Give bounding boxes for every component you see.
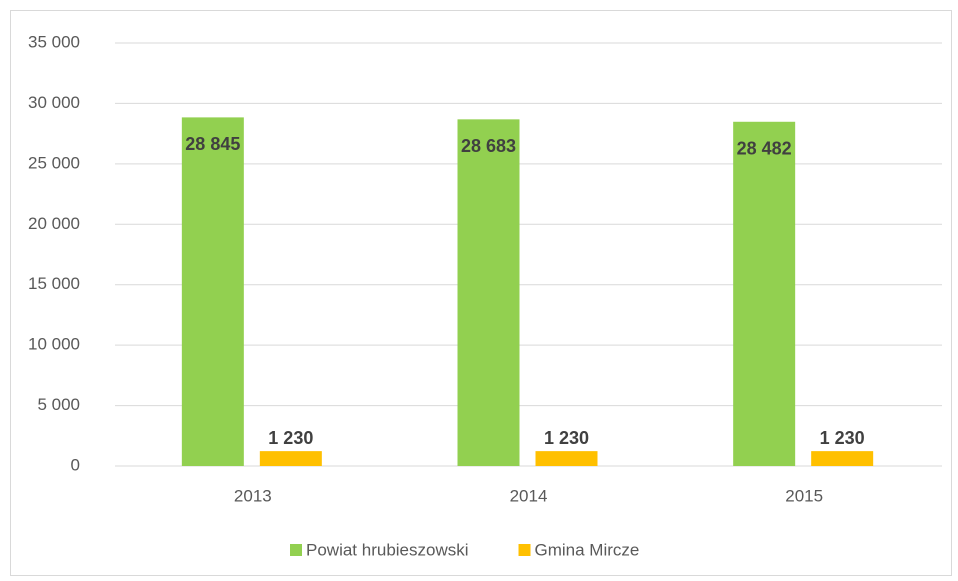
legend-swatch	[290, 544, 302, 556]
data-label: 1 230	[544, 428, 589, 448]
bar	[535, 451, 598, 466]
data-label: 1 230	[268, 428, 313, 448]
y-tick-label: 25 000	[28, 153, 80, 172]
y-tick-label: 15 000	[28, 274, 80, 293]
x-tick-label: 2014	[510, 486, 548, 505]
legend-swatch	[518, 544, 531, 556]
x-tick-label: 2013	[234, 486, 272, 505]
y-tick-label: 35 000	[28, 32, 80, 51]
bar	[811, 451, 874, 466]
data-label: 1 230	[820, 428, 865, 448]
y-tick-label: 5 000	[37, 395, 80, 414]
data-label: 28 482	[737, 139, 792, 159]
data-label: 28 683	[461, 136, 516, 156]
legend-label: Gmina Mircze	[535, 540, 640, 559]
bar	[733, 121, 796, 466]
y-tick-label: 0	[71, 455, 80, 474]
bar	[181, 117, 244, 466]
bar	[457, 119, 520, 466]
legend-label: Powiat hrubieszowski	[306, 540, 469, 559]
bar	[259, 451, 322, 466]
data-label: 28 845	[185, 134, 240, 154]
y-tick-label: 10 000	[28, 335, 80, 354]
y-tick-label: 20 000	[28, 214, 80, 233]
x-tick-label: 2015	[785, 486, 823, 505]
y-tick-label: 30 000	[28, 93, 80, 112]
